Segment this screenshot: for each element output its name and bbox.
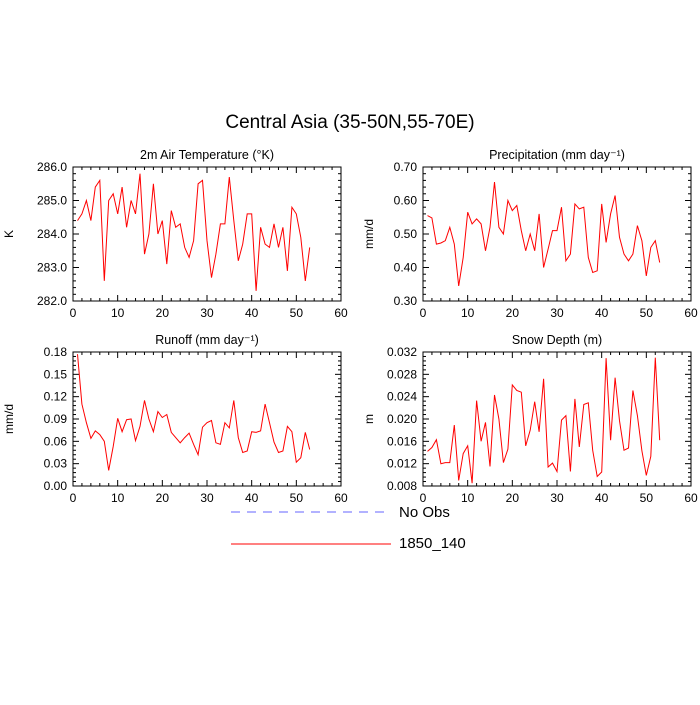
x-tick-label: 30: [200, 306, 214, 320]
legend-label-no-obs: No Obs: [399, 504, 450, 521]
x-tick-label: 0: [70, 306, 77, 320]
chart-title: Precipitation (mm day⁻¹): [489, 148, 625, 162]
x-tick-label: 60: [334, 491, 348, 505]
x-tick-label: 20: [506, 491, 520, 505]
x-tick-label: 40: [245, 491, 259, 505]
x-tick-label: 10: [111, 491, 125, 505]
y-axis-label: mm/d: [362, 219, 376, 249]
page-title: Central Asia (35-50N,55-70E): [225, 112, 475, 133]
x-tick-label: 40: [245, 306, 259, 320]
chart-title: Snow Depth (m): [512, 333, 602, 347]
y-axis-label: m: [362, 414, 376, 424]
y-tick-label: 0.50: [394, 227, 418, 241]
x-tick-label: 30: [200, 491, 214, 505]
y-tick-label: 286.0: [37, 160, 67, 174]
y-tick-label: 0.032: [387, 345, 417, 359]
x-tick-label: 0: [420, 491, 427, 505]
x-tick-label: 50: [290, 491, 304, 505]
x-tick-label: 0: [70, 491, 77, 505]
chart-panel-2: 0 10 20 30 40 50 60 0.30 0.40 0.50 0.60 0.70 mm/d Pre…: [362, 148, 698, 320]
y-tick-label: 0.60: [394, 194, 418, 208]
x-tick-label: 30: [550, 491, 564, 505]
series-line-1: [77, 173, 311, 291]
x-tick-label: 60: [684, 491, 698, 505]
x-tick-label: 50: [640, 491, 654, 505]
x-tick-label: 0: [420, 306, 427, 320]
series-line-1: [77, 354, 311, 471]
y-tick-label: 0.70: [394, 160, 418, 174]
chart-title: Runoff (mm day⁻¹): [155, 333, 259, 347]
y-tick-label: 0.00: [44, 479, 68, 493]
y-tick-label: 0.028: [387, 367, 417, 381]
y-tick-label: 0.06: [44, 434, 68, 448]
y-tick-label: 0.40: [394, 261, 418, 275]
x-tick-label: 50: [640, 306, 654, 320]
y-axis-label: K: [2, 230, 16, 238]
x-tick-label: 40: [595, 306, 609, 320]
x-tick-label: 20: [156, 306, 170, 320]
x-tick-label: 40: [595, 491, 609, 505]
y-tick-label: 0.012: [387, 457, 417, 471]
legend-label-1850-140: 1850_140: [399, 535, 466, 552]
x-tick-label: 10: [461, 491, 475, 505]
series-line-1: [427, 182, 661, 286]
chart-panel-1: 0 10 20 30 40 50 60 282.0 283.0 284.0 285.0 286.0 K 2…: [2, 148, 348, 320]
y-tick-label: 0.18: [44, 345, 68, 359]
chart-panel-4: 0 10 20 30 40 50 60 0.008 0.012 0.016 0.020 0.024 0.…: [362, 333, 698, 505]
y-tick-label: 0.03: [44, 457, 68, 471]
y-tick-label: 283.0: [37, 261, 67, 275]
legend: [231, 511, 391, 545]
x-tick-label: 30: [550, 306, 564, 320]
chart-panel-3: 0 10 20 30 40 50 60 0.00 0.03 0.06 0.09 0.12 0.15 0.1…: [2, 333, 348, 505]
y-tick-label: 0.016: [387, 434, 417, 448]
x-tick-label: 60: [334, 306, 348, 320]
y-tick-label: 282.0: [37, 294, 67, 308]
y-tick-label: 0.12: [44, 390, 68, 404]
x-tick-label: 10: [461, 306, 475, 320]
y-tick-label: 285.0: [37, 194, 67, 208]
x-tick-label: 20: [156, 491, 170, 505]
y-tick-label: 0.008: [387, 479, 417, 493]
x-tick-label: 60: [684, 306, 698, 320]
chart-title: 2m Air Temperature (°K): [140, 148, 274, 162]
y-tick-label: 0.15: [44, 367, 68, 381]
series-line-1: [427, 357, 661, 484]
x-tick-label: 50: [290, 306, 304, 320]
plot-frame: [72, 351, 342, 487]
y-tick-label: 0.09: [44, 412, 68, 426]
y-axis-label: mm/d: [2, 404, 16, 434]
y-tick-label: 284.0: [37, 227, 67, 241]
x-tick-label: 10: [111, 306, 125, 320]
plot-frame: [422, 166, 692, 302]
y-tick-label: 0.024: [387, 390, 417, 404]
y-tick-label: 0.30: [394, 294, 418, 308]
y-tick-label: 0.020: [387, 412, 417, 426]
x-tick-label: 20: [506, 306, 520, 320]
